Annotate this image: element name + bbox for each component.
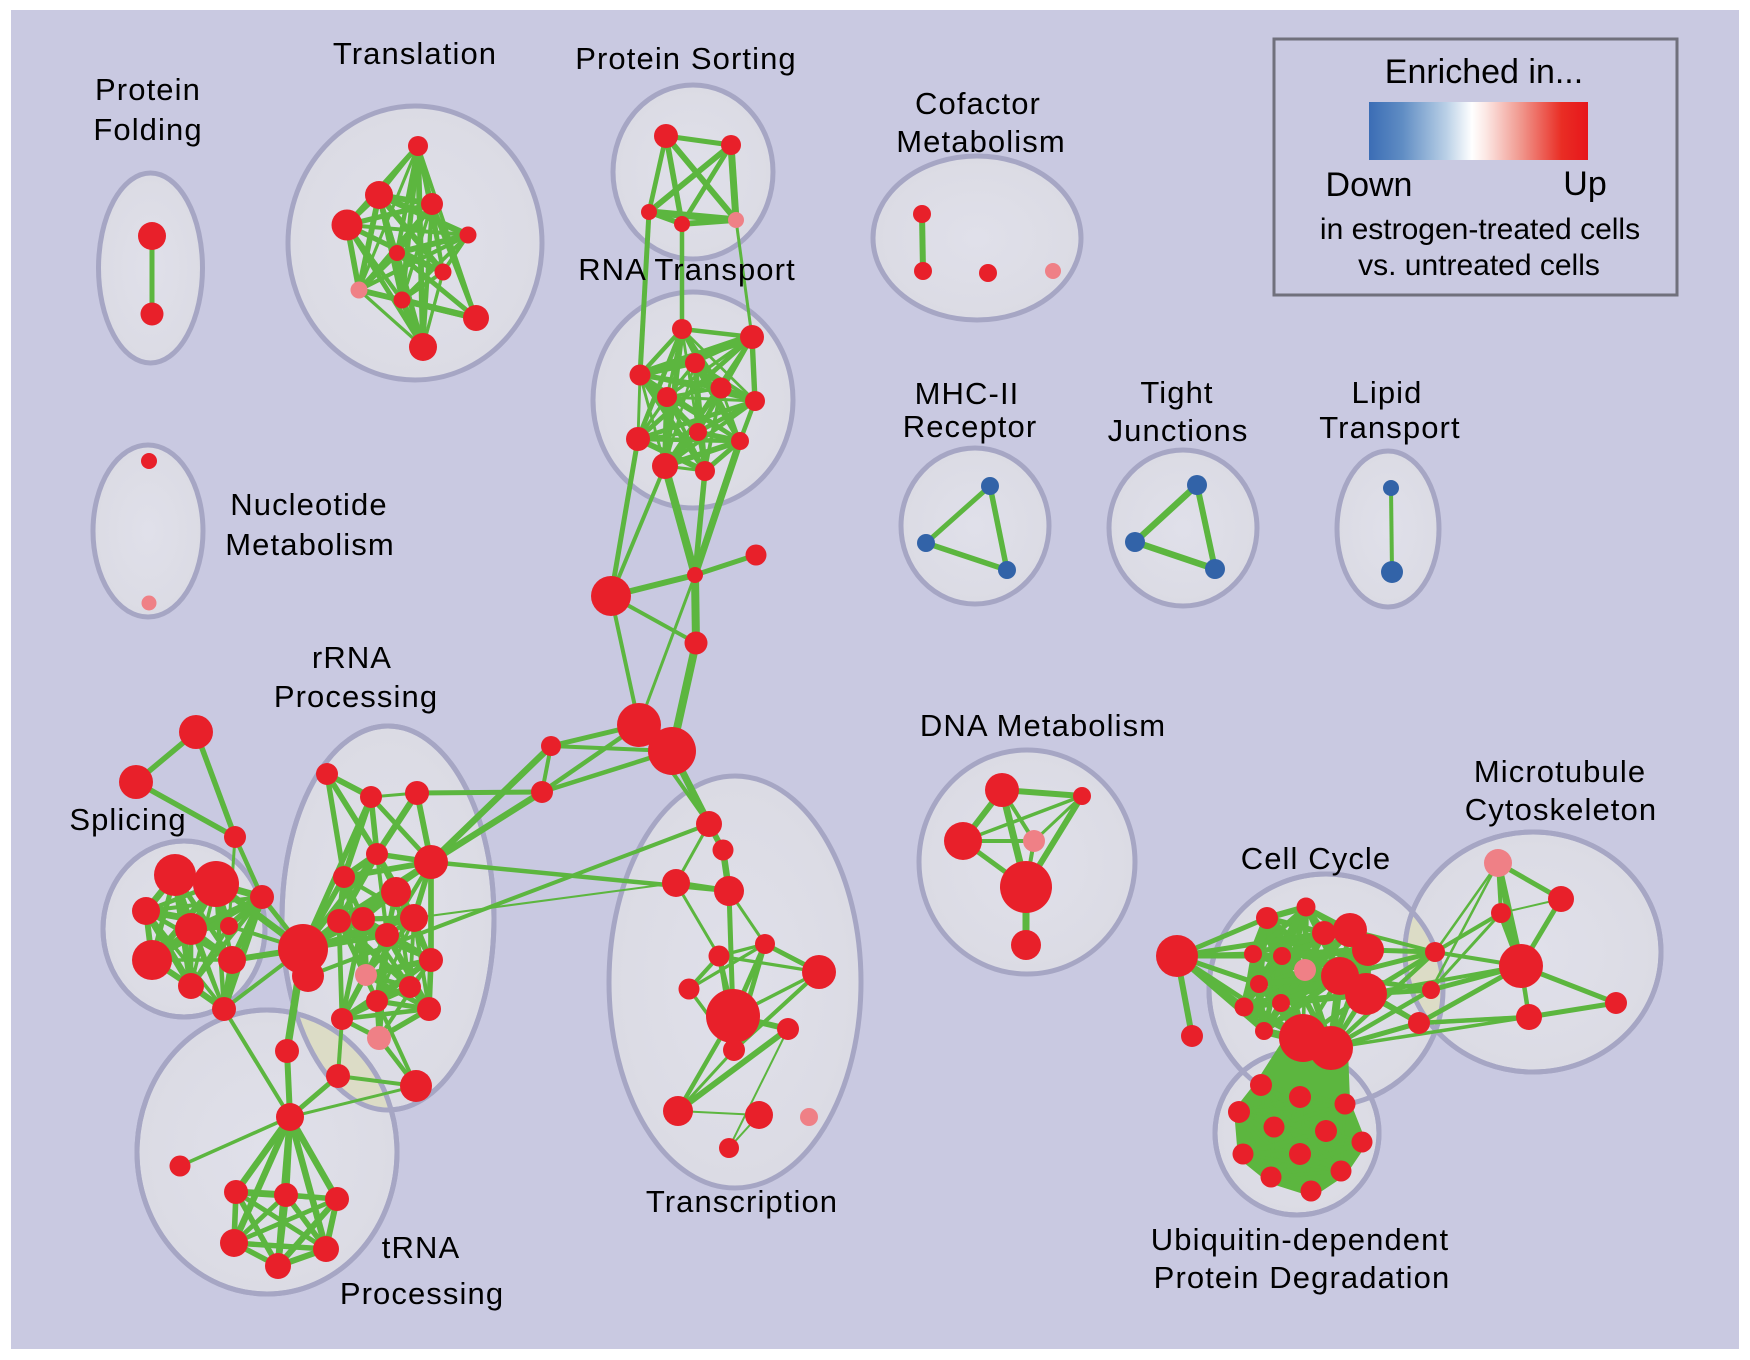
svg-text:Lipid: Lipid	[1352, 375, 1423, 410]
svg-text:Translation: Translation	[333, 36, 497, 71]
svg-text:rRNA: rRNA	[312, 640, 392, 675]
svg-text:Cofactor: Cofactor	[915, 86, 1041, 121]
svg-text:vs. untreated cells: vs. untreated cells	[1358, 249, 1600, 282]
svg-text:Protein Degradation: Protein Degradation	[1154, 1260, 1451, 1295]
svg-text:Cytoskeleton: Cytoskeleton	[1465, 792, 1657, 827]
svg-text:DNA Metabolism: DNA Metabolism	[920, 708, 1166, 743]
svg-text:Up: Up	[1563, 165, 1606, 203]
svg-text:Junctions: Junctions	[1108, 413, 1249, 448]
svg-text:RNA Transport: RNA Transport	[578, 252, 796, 287]
svg-text:Protein: Protein	[95, 72, 201, 107]
svg-text:Ubiquitin-dependent: Ubiquitin-dependent	[1151, 1222, 1449, 1257]
svg-text:Transport: Transport	[1319, 410, 1460, 445]
svg-text:Down: Down	[1326, 166, 1413, 204]
svg-text:Metabolism: Metabolism	[896, 124, 1066, 159]
svg-text:MHC-II: MHC-II	[915, 376, 1020, 411]
svg-text:in estrogen-treated cells: in estrogen-treated cells	[1320, 213, 1640, 246]
svg-text:tRNA: tRNA	[382, 1230, 460, 1265]
svg-text:Cell Cycle: Cell Cycle	[1241, 841, 1392, 876]
svg-text:Splicing: Splicing	[69, 802, 186, 837]
svg-text:Folding: Folding	[93, 112, 202, 147]
svg-text:Tight: Tight	[1140, 375, 1213, 410]
svg-text:Nucleotide: Nucleotide	[230, 487, 387, 522]
svg-text:Processing: Processing	[340, 1276, 504, 1311]
svg-text:Processing: Processing	[274, 679, 438, 714]
svg-text:Transcription: Transcription	[646, 1184, 838, 1219]
svg-text:Metabolism: Metabolism	[225, 527, 395, 562]
svg-text:Enriched in...: Enriched in...	[1385, 53, 1583, 91]
svg-text:Protein Sorting: Protein Sorting	[575, 41, 797, 76]
svg-text:Receptor: Receptor	[903, 409, 1038, 444]
svg-text:Microtubule: Microtubule	[1474, 754, 1646, 789]
